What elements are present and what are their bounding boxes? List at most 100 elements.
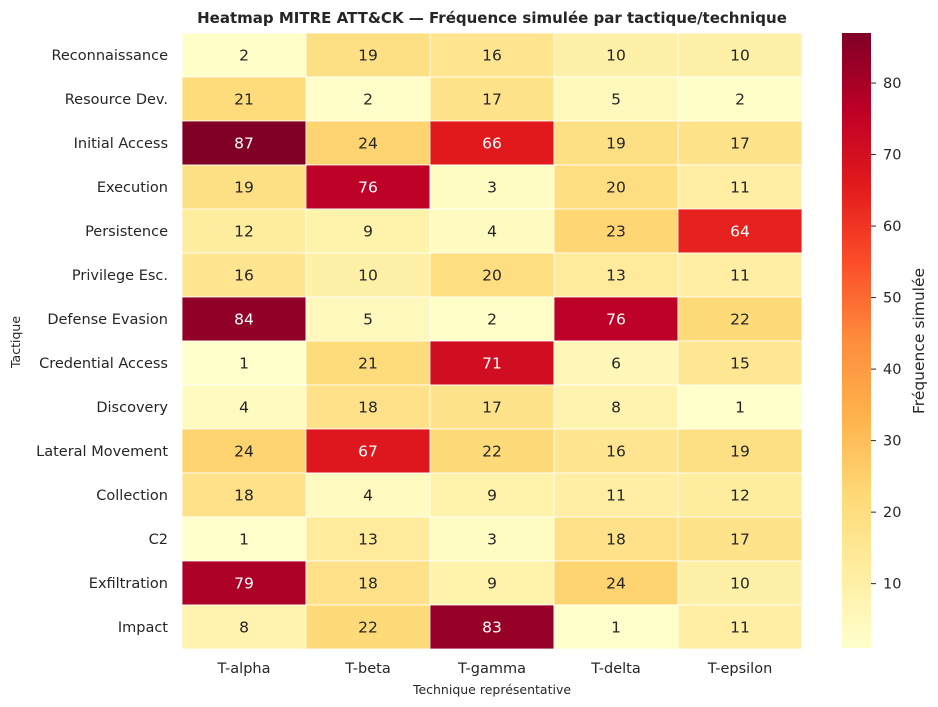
- cell-value-label: 4: [487, 223, 497, 241]
- cell-value-label: 20: [606, 179, 626, 197]
- heatmap-cell: [305, 208, 431, 254]
- cell-value-label: 19: [358, 47, 378, 65]
- cell-value-label: 71: [482, 355, 502, 373]
- cell-value-label: 9: [487, 487, 497, 505]
- row-tick-label: Lateral Movement: [36, 444, 168, 460]
- cell-value-label: 66: [482, 135, 502, 153]
- heatmap-cell: [305, 604, 431, 650]
- cell-value-label: 8: [239, 619, 249, 637]
- cell-value-label: 1: [611, 619, 621, 637]
- cell-value-label: 8: [611, 399, 621, 417]
- cell-value-label: 10: [730, 575, 750, 593]
- colorbar-tick-label: 10: [883, 577, 901, 593]
- column-tick-label: T-gamma: [457, 661, 526, 677]
- cell-value-label: 13: [606, 267, 626, 285]
- cell-value-label: 64: [730, 223, 750, 241]
- cell-value-label: 11: [730, 619, 750, 637]
- heatmap-cell: [429, 340, 555, 386]
- heatmap-cell: [181, 32, 307, 78]
- cell-value-label: 4: [363, 487, 373, 505]
- heatmap-cell: [429, 208, 555, 254]
- heatmap-cell: [181, 296, 307, 342]
- heatmap-cell: [677, 384, 803, 430]
- heatmap-cell: [305, 340, 431, 386]
- cell-value-label: 11: [606, 487, 626, 505]
- colorbar-ticks: 10 20 30 40 50 60 70 80: [871, 76, 901, 593]
- heatmap-cell: [429, 604, 555, 650]
- colorbar-tick-label: 80: [883, 76, 901, 92]
- cell-value-label: 5: [611, 91, 621, 109]
- colorbar-tick-label: 60: [883, 219, 901, 235]
- row-tick-label: Discovery: [96, 400, 168, 416]
- cell-value-label: 16: [234, 267, 254, 285]
- heatmap-cell: [305, 428, 431, 474]
- cell-value-label: 18: [358, 399, 378, 417]
- row-tick-label: Collection: [96, 488, 168, 504]
- cell-value-label: 10: [358, 267, 378, 285]
- heatmap-cell: [181, 516, 307, 562]
- heatmap-cell: [429, 32, 555, 78]
- cell-value-label: 17: [730, 531, 750, 549]
- cell-value-label: 15: [730, 355, 750, 373]
- cell-value-label: 19: [606, 135, 626, 153]
- row-tick-label: Credential Access: [39, 356, 168, 372]
- row-tick-label: Exfiltration: [89, 576, 168, 592]
- cell-value-label: 17: [730, 135, 750, 153]
- cell-value-label: 3: [487, 531, 497, 549]
- row-tick-label: C2: [149, 532, 168, 548]
- heatmap-cell: [429, 120, 555, 166]
- colorbar: [842, 33, 871, 648]
- cell-value-label: 21: [234, 91, 254, 109]
- column-labels: T-alpha T-beta T-gamma T-delta T-epsilon: [217, 661, 773, 677]
- cell-value-label: 2: [239, 47, 249, 65]
- cell-value-label: 83: [482, 619, 502, 637]
- heatmap-cell: [305, 384, 431, 430]
- heatmap-cell: [553, 32, 679, 78]
- heatmap-cell: [553, 164, 679, 210]
- row-tick-label: Reconnaissance: [51, 48, 168, 64]
- cell-value-label: 3: [487, 179, 497, 197]
- cell-value-label: 4: [239, 399, 249, 417]
- cell-value-label: 23: [606, 223, 626, 241]
- row-tick-label: Execution: [97, 180, 168, 196]
- heatmap-cell: [553, 428, 679, 474]
- heatmap-cell: [677, 428, 803, 474]
- row-tick-label: Defense Evasion: [47, 312, 168, 328]
- cell-value-label: 22: [482, 443, 502, 461]
- cell-value-label: 87: [234, 135, 254, 153]
- row-labels: Reconnaissance Resource Dev. Initial Acces…: [36, 48, 168, 636]
- cell-value-label: 9: [363, 223, 373, 241]
- cell-value-label: 5: [363, 311, 373, 329]
- column-tick-label: T-beta: [344, 661, 390, 677]
- heatmap-cell: [181, 604, 307, 650]
- heatmap-cell: [181, 208, 307, 254]
- cell-value-label: 12: [730, 487, 750, 505]
- heatmap-cell: [677, 252, 803, 298]
- heatmap-cell: [677, 208, 803, 254]
- cell-value-label: 19: [730, 443, 750, 461]
- heatmap-cell: [305, 164, 431, 210]
- colorbar-tick-label: 20: [883, 505, 901, 521]
- heatmap-cell: [553, 604, 679, 650]
- cell-value-label: 18: [358, 575, 378, 593]
- heatmap-cell: [677, 340, 803, 386]
- heatmap-cell: [181, 560, 307, 606]
- heatmap-cell: [553, 516, 679, 562]
- cell-value-label: 2: [363, 91, 373, 109]
- y-axis-label: Tactique: [8, 316, 23, 369]
- cell-value-label: 79: [234, 575, 254, 593]
- heatmap-cell: [181, 76, 307, 122]
- cell-value-label: 10: [606, 47, 626, 65]
- heatmap-cell: [305, 252, 431, 298]
- heatmap-cell: [677, 164, 803, 210]
- row-tick-label: Impact: [118, 620, 168, 636]
- heatmap-cell: [677, 604, 803, 650]
- heatmap-cell: [429, 164, 555, 210]
- heatmap-cell: [553, 560, 679, 606]
- cell-value-label: 16: [606, 443, 626, 461]
- cell-value-label: 19: [234, 179, 254, 197]
- cell-value-label: 13: [358, 531, 378, 549]
- cell-value-label: 6: [611, 355, 621, 373]
